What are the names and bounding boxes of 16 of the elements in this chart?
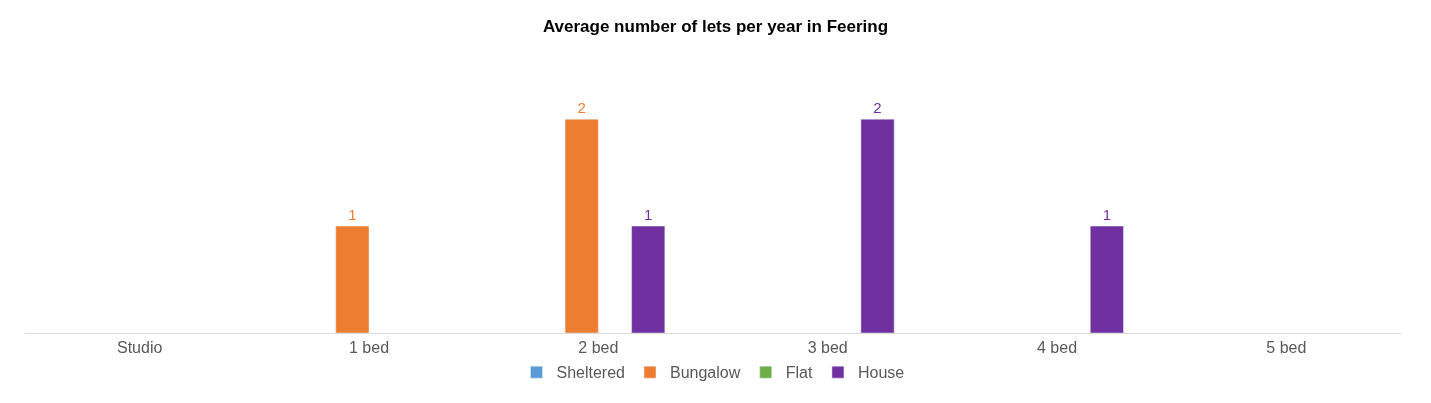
data-label: 2	[577, 99, 586, 117]
x-tick-label: 5 bed	[1266, 339, 1307, 357]
legend-label: House	[857, 364, 905, 382]
x-tick-label: 2 bed	[578, 339, 619, 357]
data-label: 1	[1102, 206, 1112, 224]
legend-label: Bungalow	[670, 364, 741, 382]
chart-title: Average number of lets per year in Feering	[542, 17, 889, 37]
x-tick-label: Studio	[116, 339, 163, 357]
data-label: 2	[873, 99, 882, 117]
data-label: 1	[348, 206, 357, 224]
x-tick-label: 1 bed	[348, 339, 390, 357]
legend-label: Flat	[785, 364, 813, 382]
legend-label: Sheltered	[556, 364, 625, 382]
x-tick-label: 4 bed	[1036, 339, 1078, 357]
data-label: 1	[644, 206, 653, 224]
x-tick-label: 3 bed	[807, 339, 848, 357]
